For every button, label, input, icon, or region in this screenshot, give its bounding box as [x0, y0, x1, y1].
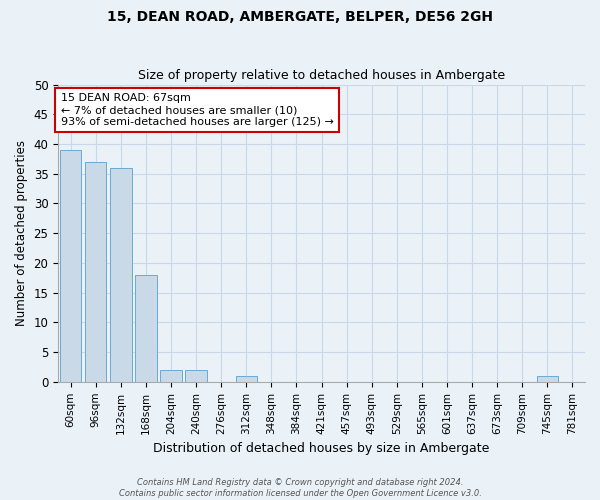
- Bar: [537, 376, 558, 382]
- Text: Contains HM Land Registry data © Crown copyright and database right 2024.
Contai: Contains HM Land Registry data © Crown c…: [119, 478, 481, 498]
- Bar: [135, 275, 157, 382]
- Text: 15, DEAN ROAD, AMBERGATE, BELPER, DE56 2GH: 15, DEAN ROAD, AMBERGATE, BELPER, DE56 2…: [107, 10, 493, 24]
- Bar: [185, 370, 207, 382]
- Bar: [236, 376, 257, 382]
- Text: 15 DEAN ROAD: 67sqm
← 7% of detached houses are smaller (10)
93% of semi-detache: 15 DEAN ROAD: 67sqm ← 7% of detached hou…: [61, 94, 334, 126]
- Bar: [160, 370, 182, 382]
- Y-axis label: Number of detached properties: Number of detached properties: [15, 140, 28, 326]
- Bar: [60, 150, 82, 382]
- Title: Size of property relative to detached houses in Ambergate: Size of property relative to detached ho…: [138, 69, 505, 82]
- X-axis label: Distribution of detached houses by size in Ambergate: Distribution of detached houses by size …: [154, 442, 490, 455]
- Bar: [110, 168, 131, 382]
- Bar: [85, 162, 106, 382]
